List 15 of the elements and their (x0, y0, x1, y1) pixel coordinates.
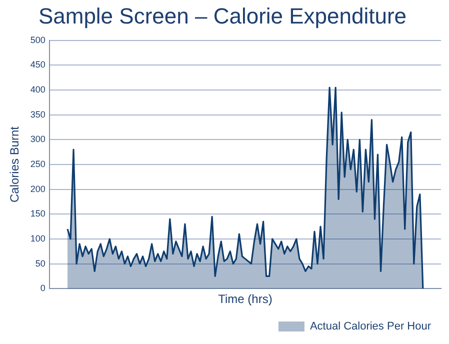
y-tick-label: 200 (30, 184, 46, 194)
y-tick-label: 150 (30, 208, 46, 219)
y-tick-label: 100 (30, 233, 46, 244)
y-tick-label: 50 (35, 258, 46, 268)
y-tick-label: 300 (30, 134, 46, 144)
y-tick-label: 250 (30, 158, 46, 169)
y-tick-label: 0 (40, 283, 46, 294)
legend-label: Actual Calories Per Hour (310, 320, 432, 333)
y-tick-label: 500 (30, 34, 46, 45)
x-axis-title: Time (hrs) (218, 292, 272, 306)
chart-title: Sample Screen – Calorie Expenditure (38, 3, 407, 28)
y-tick-label: 400 (30, 84, 46, 95)
y-tick-label: 350 (30, 109, 46, 120)
y-tick-label: 450 (30, 60, 46, 70)
y-axis-title: Calories Burnt (8, 126, 22, 203)
